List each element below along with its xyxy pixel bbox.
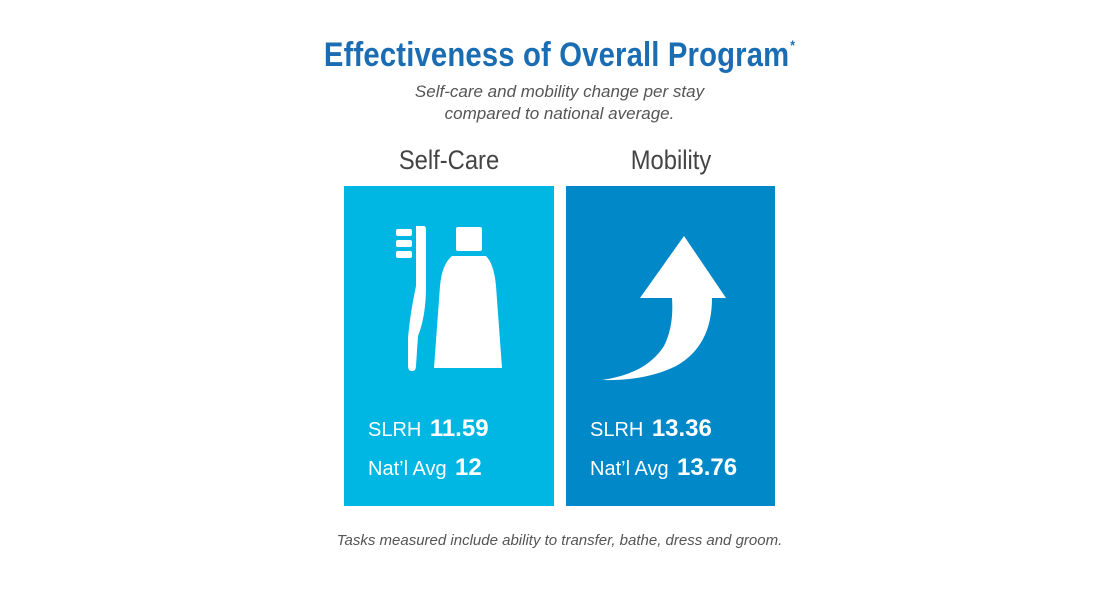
stat-value: 11.59 bbox=[429, 415, 489, 442]
page-title: Effectiveness of Overall Program* bbox=[78, 36, 1040, 75]
subtitle-line-1: Self-care and mobility change per stay bbox=[414, 82, 705, 101]
title-asterisk: * bbox=[790, 37, 796, 53]
stat-label: Nat’l Avg bbox=[590, 458, 669, 480]
subtitle-line-2: compared to national average. bbox=[444, 104, 675, 123]
self-care-slrh-stat: SLRH 11.59 bbox=[368, 415, 489, 443]
toothpaste-cap bbox=[456, 227, 482, 251]
toothbrush-handle bbox=[408, 226, 426, 371]
toothpaste-tube bbox=[434, 256, 502, 368]
self-care-panel: SLRH 11.59 Nat’l Avg 12 bbox=[344, 186, 554, 506]
self-care-natl-avg-stat: Nat’l Avg 12 bbox=[368, 454, 482, 482]
stat-value: 13.36 bbox=[651, 415, 712, 442]
title-text: Effectiveness of Overall Program bbox=[323, 36, 790, 74]
mobility-natl-avg-stat: Nat’l Avg 13.76 bbox=[590, 454, 737, 482]
stat-label: SLRH bbox=[368, 419, 422, 441]
self-care-heading: Self-Care bbox=[398, 145, 500, 175]
mobility-slrh-stat: SLRH 13.36 bbox=[590, 415, 712, 443]
arrow-shape bbox=[602, 236, 726, 381]
stat-label: Nat’l Avg bbox=[368, 458, 447, 480]
stat-label: SLRH bbox=[590, 419, 644, 441]
stat-value: 12 bbox=[455, 454, 482, 481]
toothbrush-toothpaste-icon bbox=[396, 226, 502, 371]
mobility-panel: SLRH 13.36 Nat’l Avg 13.76 bbox=[566, 186, 775, 506]
stat-value: 13.76 bbox=[677, 454, 738, 481]
mobility-heading: Mobility bbox=[630, 145, 712, 175]
toothbrush-bristles bbox=[396, 229, 412, 258]
curved-up-arrow-icon bbox=[602, 236, 726, 381]
footnote: Tasks measured include ability to transf… bbox=[336, 532, 783, 549]
